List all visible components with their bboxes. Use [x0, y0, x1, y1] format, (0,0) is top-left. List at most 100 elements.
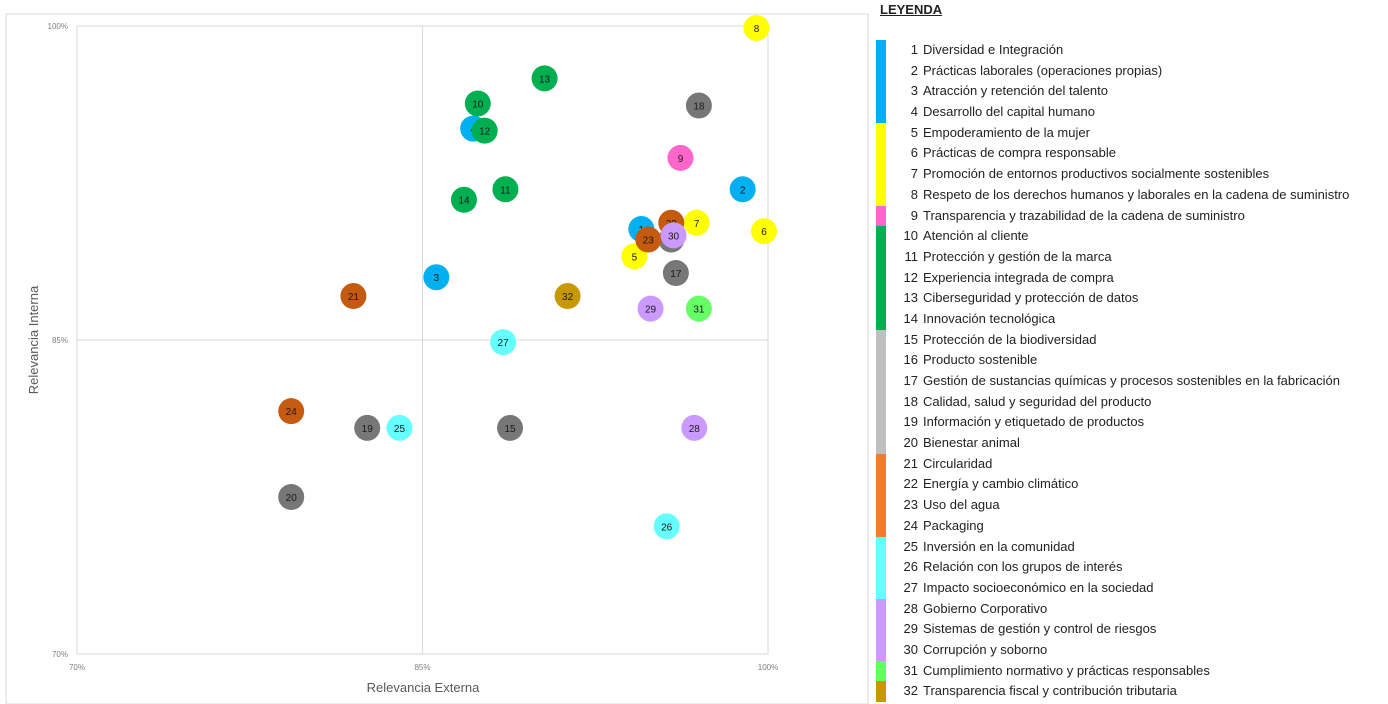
legend-label: Energía y cambio climático — [923, 476, 1079, 492]
point-label: 5 — [632, 252, 638, 263]
legend-label: Innovación tecnológica — [923, 310, 1056, 326]
point-label: 6 — [761, 227, 767, 238]
legend-color-bar — [876, 288, 886, 309]
point-label: 23 — [643, 236, 655, 247]
legend-number: 14 — [903, 310, 918, 326]
legend-label: Corrupción y soborno — [923, 641, 1048, 657]
point-marker — [497, 414, 524, 441]
legend-label: Inversión en la comunidad — [923, 538, 1075, 554]
x-axis-label: Relevancia Externa — [367, 680, 480, 695]
point-label: 26 — [661, 522, 673, 533]
point-marker — [681, 414, 708, 441]
point-marker — [464, 90, 491, 117]
legend-number: 18 — [903, 393, 918, 409]
data-point-10: Atención al cliente10 — [464, 90, 491, 117]
legend-number: 1 — [910, 42, 918, 57]
point-marker — [340, 283, 367, 310]
legend-color-bar — [876, 164, 886, 185]
data-point-9: Transparencia y trazabilidad de la caden… — [667, 144, 694, 171]
legend-number: 32 — [903, 683, 918, 699]
legend-color-bar — [876, 515, 886, 537]
data-point-28: Gobierno Corporativo28 — [681, 414, 708, 441]
legend-color-bar — [876, 371, 886, 392]
point-label: 28 — [689, 424, 701, 435]
legend-label: Producto sostenible — [923, 352, 1038, 368]
point-label: 12 — [479, 127, 491, 138]
point-marker — [729, 176, 756, 203]
legend-number: 23 — [903, 497, 918, 513]
legend-label: Impacto socioeconómico en la sociedad — [923, 579, 1154, 595]
x-tick-label: 70% — [69, 663, 85, 672]
legend-label: Empoderamiento de la mujer — [923, 124, 1090, 140]
legend-panel: LEYENDA 1 Diversidad e Integración 2 Prácti… — [870, 0, 1388, 704]
point-label: 25 — [394, 424, 406, 435]
data-point-24: Packaging24 — [278, 398, 305, 425]
data-point-26: Relación con los grupos de interés26 — [653, 513, 680, 540]
legend-number: 10 — [903, 228, 918, 244]
data-point-15: Protección de la biodiversidad15 — [497, 414, 524, 441]
legend-label: Packaging — [923, 517, 984, 533]
point-label: 20 — [286, 493, 298, 504]
chart-svg: 70% 85% 100%70%85%100% Diversidad e Integr… — [5, 13, 869, 704]
data-point-11: Protección y gestión de la marca11 — [492, 176, 519, 203]
data-point-18: Calidad, salud y seguridad del producto1… — [685, 92, 712, 119]
data-point-8: Respeto de los derechos humanos y labora… — [743, 15, 770, 41]
point-label: 8 — [754, 24, 760, 35]
legend-label: Promoción de entornos productivos social… — [923, 166, 1270, 182]
legend-label: Sistemas de gestión y control de riesgos — [923, 621, 1157, 637]
legend-color-bar — [876, 536, 886, 558]
point-label: 11 — [500, 185, 511, 196]
legend-number: 19 — [903, 414, 918, 430]
point-marker — [492, 176, 519, 203]
legend-color-bar — [876, 329, 886, 351]
legend-color-bar — [876, 557, 886, 578]
point-label: 9 — [678, 154, 684, 165]
legend-number: 7 — [910, 166, 918, 182]
data-point-7: Promoción de entornos productivos social… — [683, 209, 710, 236]
legend-number: 28 — [903, 600, 918, 616]
point-marker — [637, 295, 664, 322]
legend-color-bar — [876, 122, 886, 144]
data-point-30: Corrupción y soborno30 — [660, 222, 687, 249]
data-point-2: Prácticas laborales (operaciones propias… — [729, 176, 756, 203]
point-label: 29 — [645, 305, 657, 316]
point-marker — [450, 186, 477, 213]
legend-color-bar — [876, 660, 886, 682]
point-marker — [490, 329, 517, 356]
legend-label: Gestión de sustancias químicas y proceso… — [923, 373, 1340, 388]
point-label: 21 — [348, 292, 360, 303]
legend-number: 12 — [903, 269, 918, 285]
legend-label: Respeto de los derechos humanos y labora… — [923, 186, 1350, 202]
legend-label: Uso del agua — [923, 497, 1000, 513]
legend-number: 11 — [904, 248, 919, 264]
legend-color-bar — [876, 184, 886, 206]
legend-number: 16 — [903, 352, 918, 368]
point-marker — [471, 117, 498, 144]
point-marker — [743, 15, 770, 41]
data-point-13: Ciberseguridad y protección de datos13 — [531, 65, 558, 92]
point-label: 19 — [362, 424, 374, 435]
legend-number: 17 — [903, 373, 918, 388]
legend-color-bar — [876, 267, 886, 289]
legend-number: 6 — [910, 145, 918, 161]
point-label: 32 — [562, 292, 574, 303]
data-point-23: Uso del agua23 — [635, 226, 662, 253]
legend-color-bar — [876, 102, 886, 123]
y-axis-label: Relevancia Interna — [26, 285, 41, 394]
legend-label: Calidad, salud y seguridad del producto — [923, 393, 1152, 409]
legend-label: Relación con los grupos de interés — [923, 559, 1123, 575]
legend-label: Prácticas laborales (operaciones propias… — [923, 62, 1163, 78]
legend-number: 9 — [910, 207, 918, 223]
legend-color-bar — [876, 433, 886, 454]
legend-color-bar — [876, 639, 886, 661]
legend-number: 15 — [903, 331, 918, 347]
data-point-29: Sistemas de gestión y control de riesgos… — [637, 295, 664, 322]
legend-number: 13 — [903, 290, 918, 306]
legend-label: Protección de la biodiversidad — [923, 331, 1097, 347]
legend-number: 3 — [910, 83, 918, 99]
point-label: 17 — [670, 269, 682, 280]
point-marker — [423, 264, 450, 291]
legend-label: Atracción y retención del talento — [923, 83, 1108, 99]
legend-color-bar — [876, 246, 886, 268]
chart-frame — [5, 13, 869, 704]
